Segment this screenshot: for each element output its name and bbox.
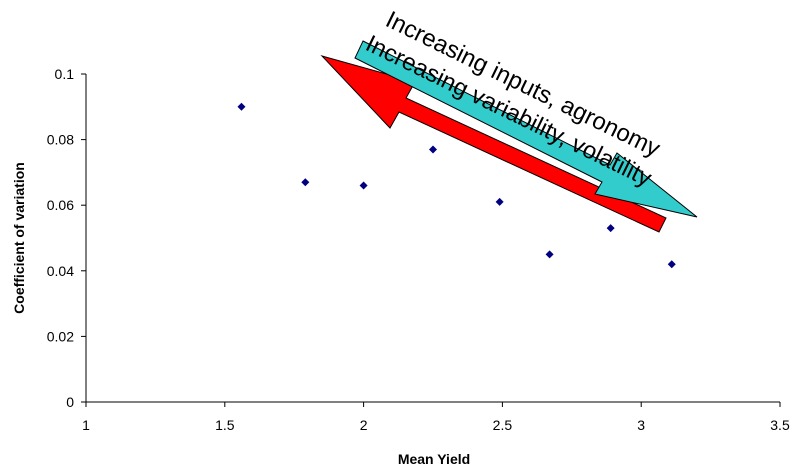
data-point: [359, 181, 368, 190]
x-tick-label: 2: [360, 417, 368, 433]
x-tick-label: 3: [637, 417, 645, 433]
y-tick-label: 0.04: [47, 263, 74, 279]
ticks: 1 1.5 2 2.5 3 3.5 0 0.02 0.04 0.06 0.08 0.1: [47, 66, 790, 433]
x-tick-label: 1: [82, 417, 90, 433]
data-point: [429, 145, 437, 154]
x-tick-label: 1.5: [215, 417, 235, 433]
data-point: [237, 102, 246, 111]
data-point: [545, 250, 554, 259]
x-tick-label: 3.5: [770, 417, 790, 433]
y-axis-title: Coefficient of variation: [11, 162, 27, 314]
data-point: [606, 224, 615, 233]
teal-arrow: [354, 40, 698, 218]
y-tick-label: 0: [66, 394, 74, 410]
x-axis-title: Mean Yield: [398, 451, 470, 467]
y-tick-label: 0.06: [47, 197, 74, 213]
y-tick-label: 0.02: [47, 328, 74, 344]
axes: [85, 74, 780, 403]
y-tick-label: 0.1: [55, 66, 75, 82]
data-point: [667, 260, 676, 269]
data-point: [301, 178, 310, 187]
y-tick-label: 0.08: [47, 132, 74, 148]
data-point: [495, 197, 504, 206]
x-tick-label: 2.5: [493, 417, 513, 433]
data-points: [237, 102, 676, 269]
